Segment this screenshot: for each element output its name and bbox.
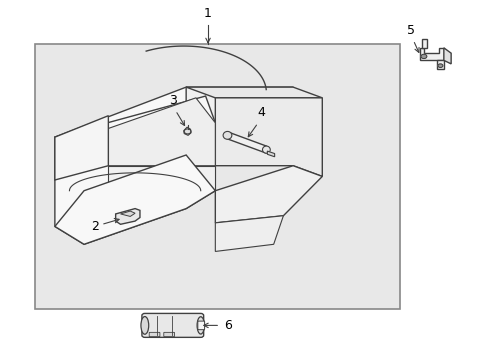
Circle shape bbox=[437, 64, 442, 67]
Ellipse shape bbox=[223, 131, 231, 139]
Polygon shape bbox=[55, 96, 215, 244]
Text: 2: 2 bbox=[91, 220, 99, 233]
Polygon shape bbox=[421, 39, 426, 48]
Polygon shape bbox=[215, 166, 322, 223]
Polygon shape bbox=[419, 48, 443, 60]
Ellipse shape bbox=[262, 146, 270, 153]
FancyBboxPatch shape bbox=[149, 332, 160, 337]
Polygon shape bbox=[183, 127, 191, 135]
Bar bbox=[35, 44, 399, 309]
Polygon shape bbox=[116, 208, 140, 224]
Ellipse shape bbox=[141, 316, 148, 334]
Polygon shape bbox=[186, 87, 322, 98]
FancyBboxPatch shape bbox=[198, 321, 204, 330]
Polygon shape bbox=[120, 211, 135, 216]
Polygon shape bbox=[55, 155, 215, 244]
Polygon shape bbox=[267, 151, 274, 157]
Text: 4: 4 bbox=[257, 106, 264, 119]
FancyBboxPatch shape bbox=[163, 332, 174, 337]
Ellipse shape bbox=[197, 317, 204, 334]
Polygon shape bbox=[186, 87, 292, 166]
Polygon shape bbox=[436, 60, 443, 69]
Polygon shape bbox=[108, 166, 215, 191]
Polygon shape bbox=[215, 216, 283, 251]
Text: 5: 5 bbox=[407, 24, 414, 37]
Polygon shape bbox=[55, 87, 215, 191]
Polygon shape bbox=[443, 48, 450, 64]
Polygon shape bbox=[227, 132, 266, 153]
FancyBboxPatch shape bbox=[142, 314, 203, 337]
Polygon shape bbox=[215, 98, 322, 176]
Circle shape bbox=[420, 54, 426, 59]
Polygon shape bbox=[94, 98, 215, 166]
Text: 3: 3 bbox=[168, 94, 176, 107]
Polygon shape bbox=[55, 116, 108, 180]
Text: 1: 1 bbox=[203, 7, 211, 20]
Text: 6: 6 bbox=[224, 319, 231, 332]
